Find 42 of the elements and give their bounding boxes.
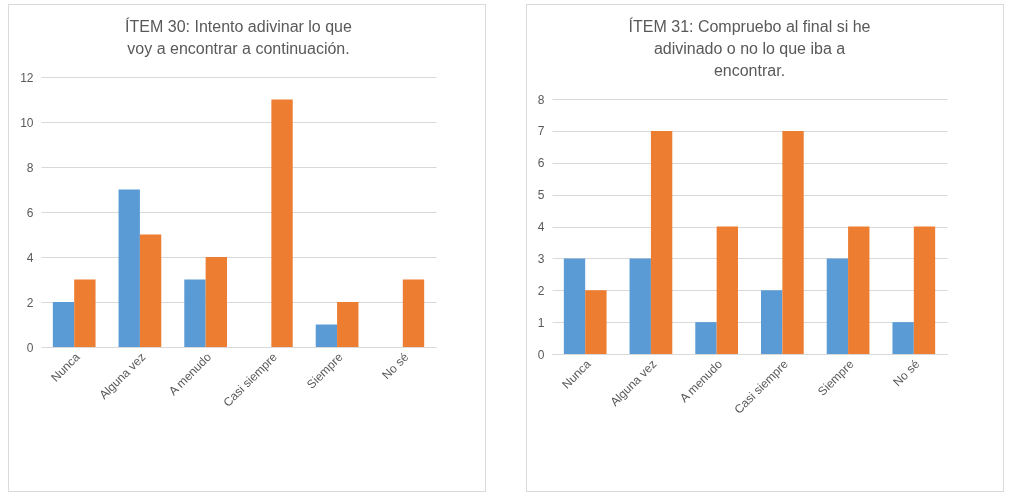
y-tick-label: 5 (537, 188, 545, 203)
bar (139, 234, 162, 347)
bar (826, 258, 849, 354)
y-tick-label: 1 (537, 315, 545, 330)
bar (563, 258, 586, 354)
bar (585, 290, 607, 354)
bar (892, 322, 914, 354)
y-tick-label: 8 (537, 92, 545, 107)
bar (184, 279, 206, 347)
bar (315, 324, 338, 347)
y-tick-label: 0 (537, 347, 545, 362)
bar (74, 279, 96, 347)
bar (337, 302, 359, 347)
x-tick-label: No sé (379, 349, 412, 383)
y-tick-label: 6 (537, 156, 545, 171)
y-tick-label: 10 (20, 115, 34, 130)
y-tick-label: 7 (537, 124, 545, 139)
y-tick-label: 3 (537, 251, 545, 266)
y-tick-label: 8 (26, 160, 34, 175)
bar (848, 226, 870, 354)
bar (402, 279, 425, 347)
bar (629, 258, 651, 354)
bar (695, 322, 717, 354)
bar (782, 130, 804, 354)
y-tick-label: 0 (26, 340, 34, 355)
y-tick-label: 4 (537, 220, 545, 234)
y-tick-label: 12 (20, 70, 34, 85)
bar (650, 130, 673, 354)
bar (913, 226, 936, 354)
bar (716, 226, 738, 354)
bar (118, 189, 140, 347)
chart-title: ÍTEM 31: Compruebo al final si he adivinado o no lo que iba a encontrar. (628, 17, 871, 79)
bar (271, 99, 293, 347)
chart-title: ÍTEM 30: Intento adivinar lo que voy a encontrar a continuación. (125, 17, 352, 57)
y-tick-label: 4 (26, 250, 34, 265)
x-tick-label: No sé (890, 356, 923, 390)
bar (52, 302, 75, 347)
y-tick-label: 2 (537, 283, 545, 298)
bar (205, 257, 227, 347)
bar (761, 290, 783, 354)
y-tick-label: 6 (26, 205, 34, 220)
y-tick-label: 2 (26, 295, 34, 310)
